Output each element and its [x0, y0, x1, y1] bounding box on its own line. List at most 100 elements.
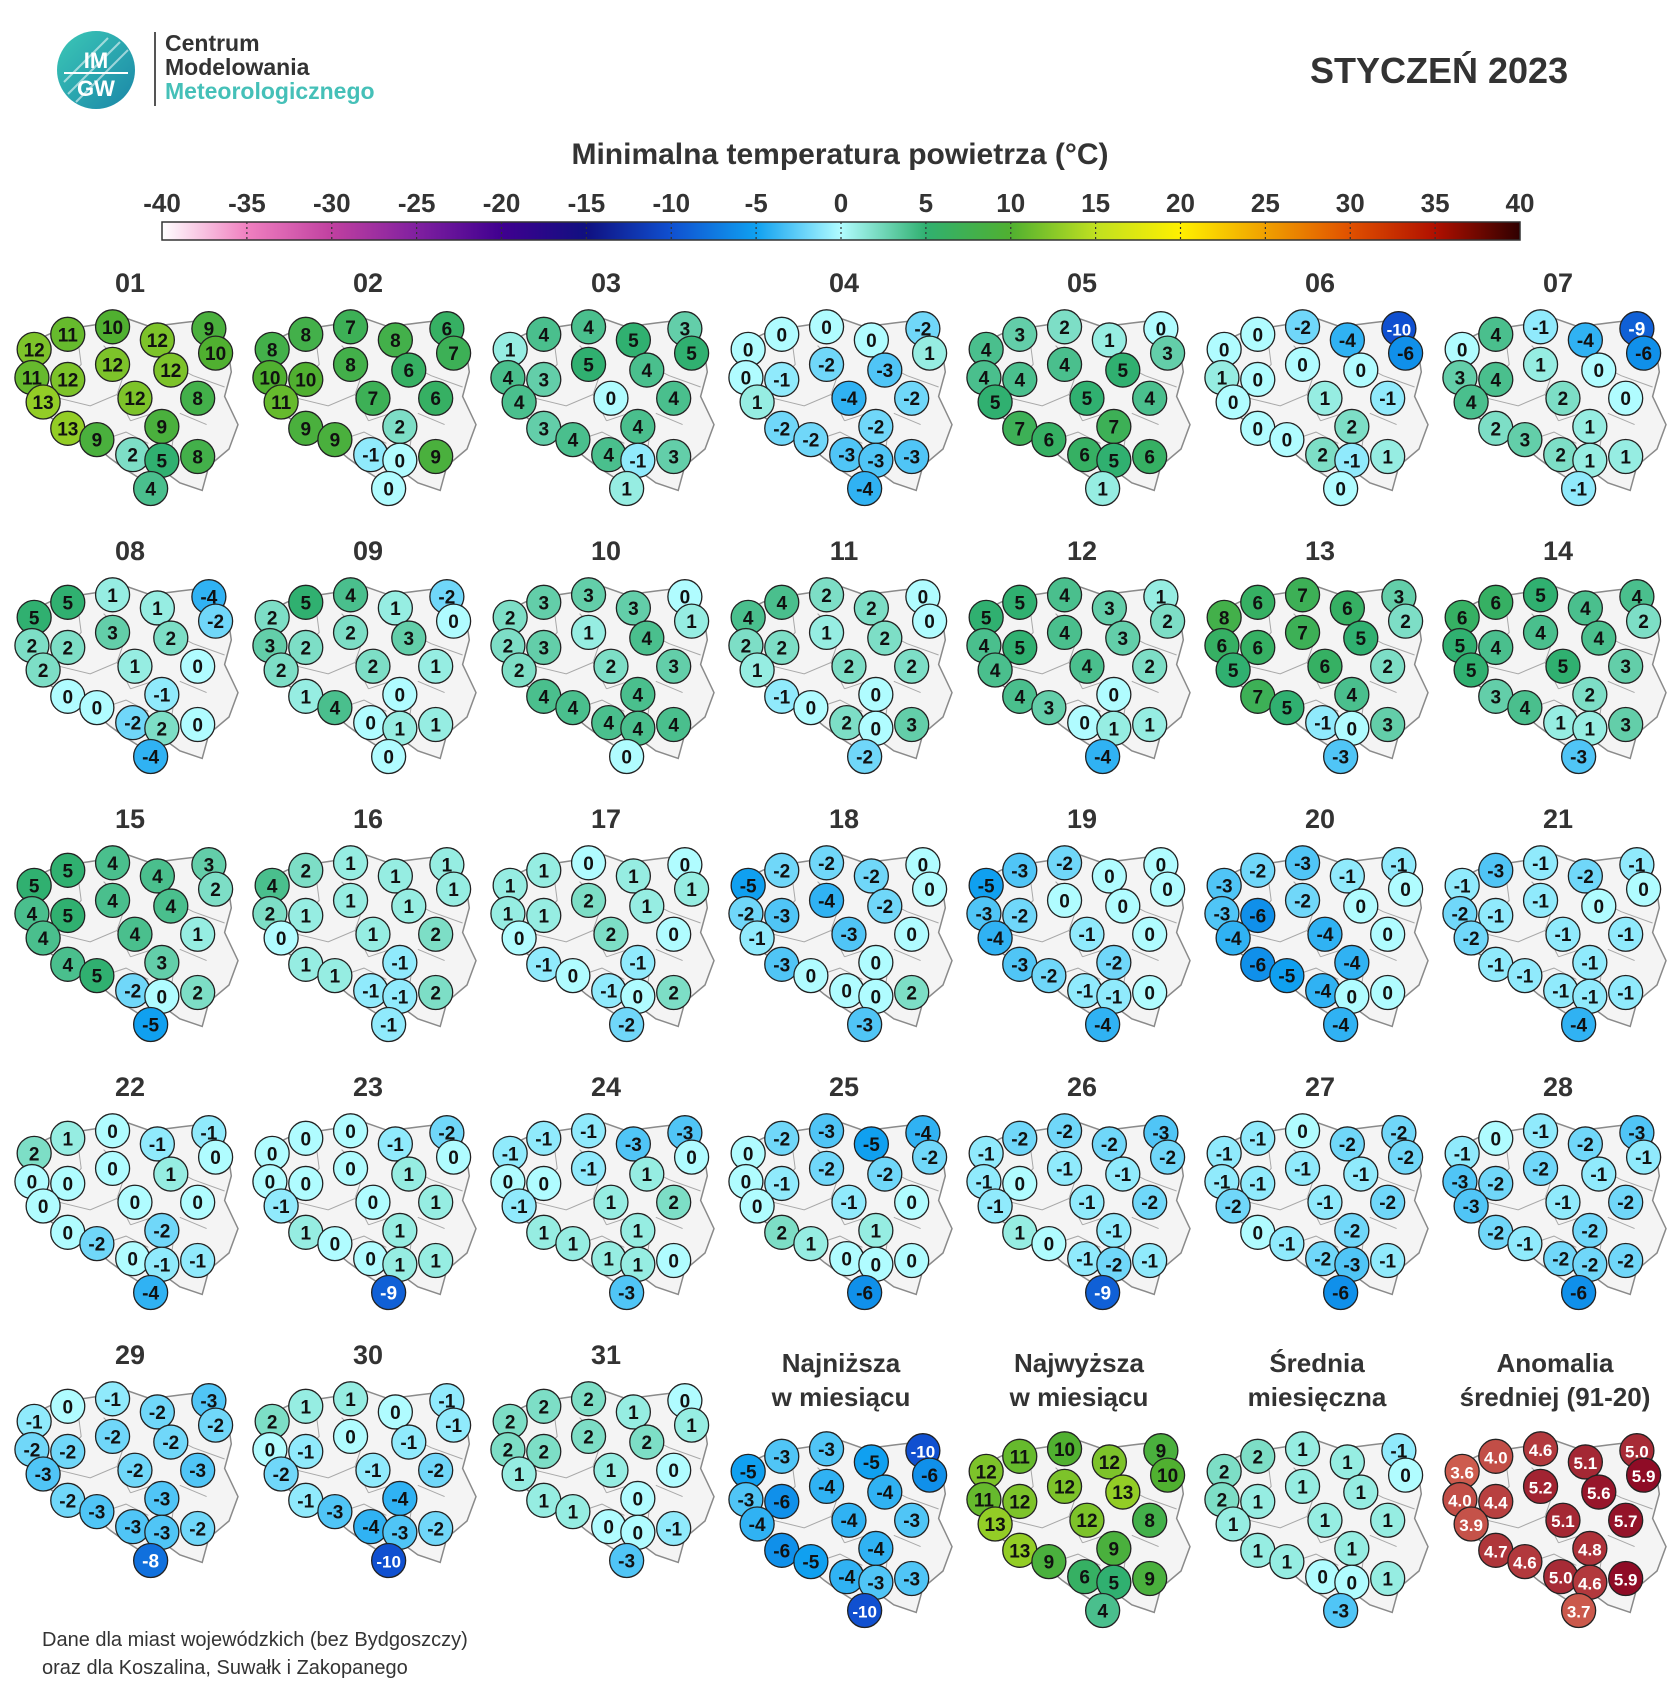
station-marker [1002, 1165, 1038, 1202]
station-value: 2 [741, 637, 752, 658]
station-value: 0 [866, 331, 877, 352]
station-value: -2 [438, 1124, 455, 1145]
station-marker [1581, 620, 1617, 656]
station-value: 1 [1382, 1511, 1393, 1532]
station-marker [435, 603, 472, 639]
station-marker [1149, 603, 1186, 639]
station-marker [656, 1452, 692, 1488]
station-value: -1 [1339, 867, 1356, 888]
station-marker [764, 629, 800, 666]
station-value: 1 [628, 1403, 639, 1424]
day-label: 09 [353, 536, 383, 566]
station-value: -1 [975, 1173, 992, 1194]
station-value: 10 [102, 318, 123, 339]
station-marker [808, 309, 845, 345]
province-border [179, 948, 207, 962]
station-value: -6 [1397, 344, 1414, 365]
station-marker [1240, 316, 1276, 352]
station-marker [526, 361, 562, 398]
station-value: 3 [538, 419, 549, 440]
station-value: 2 [395, 417, 406, 438]
station-marker [555, 1225, 591, 1262]
station-marker [332, 1113, 369, 1149]
day-label: 28 [1543, 1072, 1573, 1102]
station-value: 10 [259, 369, 280, 390]
station-value: 5.1 [1551, 1512, 1575, 1531]
station-value: 0 [1620, 389, 1631, 410]
station-marker [1307, 1502, 1343, 1538]
station-marker [894, 438, 930, 475]
station-value: 0 [1400, 1466, 1411, 1487]
station-value: -3 [35, 1465, 52, 1486]
station-marker [1091, 1126, 1128, 1162]
station-value: 4 [743, 608, 754, 629]
station-marker [894, 648, 930, 684]
station-marker [1522, 882, 1559, 919]
station-value: 0 [906, 1193, 917, 1214]
station-marker [1567, 1126, 1604, 1162]
station-value: 1 [505, 340, 516, 361]
station-marker [94, 882, 131, 919]
station-marker [1387, 335, 1424, 371]
station-value: 4 [130, 925, 141, 946]
station-value: 1 [330, 967, 341, 988]
station-value: 1 [395, 1255, 406, 1276]
station-marker [570, 1418, 607, 1455]
summary-title-line2: średniej (91-20) [1460, 1382, 1651, 1412]
province-border [1369, 1216, 1397, 1230]
station-marker [1031, 1543, 1067, 1580]
station-marker [846, 1006, 883, 1043]
station-marker [370, 470, 407, 507]
station-value: 2 [1558, 389, 1569, 410]
station-value: 2 [368, 657, 379, 678]
station-marker [377, 590, 414, 626]
station-marker [94, 614, 131, 651]
station-value: 1 [1555, 714, 1566, 735]
station-value: 0 [1490, 1129, 1501, 1150]
station-marker [1522, 1150, 1559, 1187]
station-marker [132, 1006, 169, 1043]
station-value: -3 [903, 1511, 920, 1532]
station-value: -1 [365, 1461, 382, 1482]
station-marker [501, 1188, 537, 1224]
station-value: -5 [802, 1553, 819, 1574]
station-value: -1 [1105, 987, 1122, 1008]
station-value: -1 [1317, 1193, 1334, 1214]
station-value: 4 [503, 369, 514, 390]
station-value: -2 [124, 714, 141, 735]
station-value: -2 [1105, 1255, 1122, 1276]
station-marker [615, 1126, 652, 1162]
station-value: -1 [749, 929, 766, 950]
station-marker [94, 577, 131, 613]
station-value: 10 [1054, 1440, 1075, 1461]
station-marker [180, 706, 216, 743]
station-value: 7 [1014, 419, 1025, 440]
day-map: 21-1-3 -1-2-10-2 -1-1 0-2 -1 -1-1-1-1-1 -1 -1-4 [1442, 804, 1667, 1043]
station-value: 1 [924, 344, 935, 365]
station-value: 0 [806, 967, 817, 988]
station-value: 0 [741, 1173, 752, 1194]
station-value: 0 [1297, 1122, 1308, 1143]
station-marker [673, 335, 710, 371]
station-value: -6 [1332, 1283, 1349, 1304]
station-value: 3 [1118, 629, 1129, 650]
station-marker [894, 916, 930, 952]
station-value: 7 [1297, 623, 1308, 644]
station-marker [808, 882, 845, 919]
station-value: -4 [391, 1489, 408, 1510]
station-marker [911, 871, 948, 907]
station-value: 5.7 [1614, 1512, 1638, 1531]
station-value: -3 [856, 1015, 873, 1036]
station-marker [867, 1474, 903, 1510]
station-marker [1522, 1468, 1559, 1505]
station-marker [1625, 603, 1662, 639]
station-value: 0 [345, 1159, 356, 1180]
station-value: -2 [1581, 1255, 1598, 1276]
province-border [1486, 662, 1546, 675]
station-marker [831, 916, 867, 952]
station-value: 5.2 [1529, 1478, 1553, 1497]
station-value: 0 [906, 1252, 917, 1273]
station-value: 1 [1342, 1453, 1353, 1474]
